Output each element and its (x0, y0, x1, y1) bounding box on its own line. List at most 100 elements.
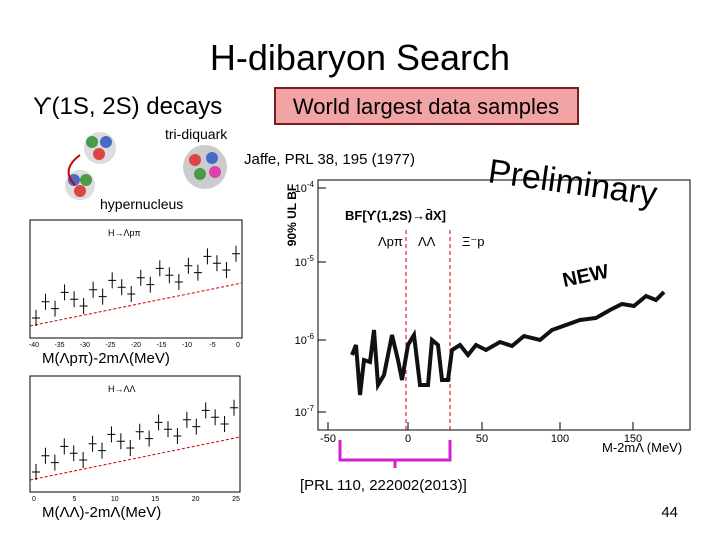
main-plot: Preliminary BF[ϒ(1,2S)→d̄X] NEW Λpπ ΛΛ Ξ… (285, 152, 691, 468)
data-point (222, 262, 231, 278)
highlight-box (274, 87, 579, 125)
x-tick-label: 0 (236, 342, 240, 349)
data-point (201, 402, 210, 419)
data-point (98, 442, 106, 459)
left-plot-label: H→ΛΛ (108, 384, 136, 394)
x-tick-label: 150 (624, 433, 642, 445)
data-point (155, 260, 164, 277)
x-tick-label: 25 (232, 496, 240, 503)
data-point (98, 288, 107, 305)
x-tick-label: 5 (72, 496, 76, 503)
x-tick-label: -35 (54, 342, 64, 349)
y-tick-label: 10-5 (295, 254, 315, 269)
data-point (108, 272, 117, 289)
data-point (184, 257, 193, 274)
x-tick-label: 10 (111, 496, 119, 503)
left-plot-frame (29, 219, 243, 339)
data-point (220, 416, 229, 432)
y-tick-label: 10-7 (295, 404, 315, 419)
data-point (60, 284, 69, 301)
x-tick-label: 0 (32, 496, 36, 503)
hypernucleus-label: hypernucleus (100, 196, 183, 212)
data-point (41, 293, 50, 310)
data-point (50, 454, 59, 471)
data-point (79, 452, 88, 468)
tick-base: 10 (295, 257, 307, 269)
data-point (117, 279, 126, 296)
data-point (32, 310, 40, 326)
data-point (136, 269, 145, 286)
data-point (232, 245, 240, 262)
channel-label: Λpπ (378, 234, 403, 249)
tick-base: 10 (295, 183, 307, 195)
data-point (145, 430, 154, 447)
x-axis-title: M-2mΛ (MeV) (602, 440, 682, 455)
data-point (193, 264, 202, 281)
jaffe-ref: Jaffe, PRL 38, 195 (1977) (244, 151, 415, 168)
data-point (154, 414, 163, 431)
data-point (135, 423, 144, 440)
x-tick-label: -15 (156, 342, 166, 349)
plot-label: BF[ϒ(1,2S)→d̄X] (345, 208, 446, 223)
channel-label: ΛΛ (418, 234, 436, 249)
data-point (165, 267, 174, 284)
data-point (70, 291, 79, 308)
reference: [PRL 110, 222002(2013)] (300, 477, 467, 494)
left-plot-frame (29, 375, 241, 493)
data-point (211, 409, 220, 426)
tri-diquark-label: tri-diquark (165, 126, 228, 142)
y-axis-title: 90% UL BF (285, 184, 299, 246)
tick-exp: -5 (307, 254, 315, 263)
x-tick-label: -30 (80, 342, 90, 349)
data-point (79, 298, 88, 314)
page-number: 44 (661, 504, 678, 521)
tick-base: 10 (295, 335, 307, 347)
x-tick-label: -20 (131, 342, 141, 349)
data-point (164, 421, 172, 438)
highlight-text: World largest data samples (293, 94, 559, 119)
x-tick-label: 0 (405, 433, 411, 445)
y-tick-label: 10-4 (295, 180, 315, 195)
tick-exp: -7 (307, 404, 315, 413)
left-plot-x-title: M(ΛΛ)-2mΛ(MeV) (42, 504, 161, 521)
tick-exp: -4 (307, 180, 315, 189)
data-point (192, 418, 201, 435)
channel-label: Ξ⁻p (462, 234, 485, 249)
data-point (88, 435, 97, 452)
plot-frame (317, 179, 691, 431)
bracket (338, 440, 452, 468)
left-plot-x-title: M(Λpπ)-2mΛ(MeV) (42, 350, 170, 367)
quark-diagram (65, 132, 227, 200)
data-point (230, 399, 238, 416)
x-tick-label: -25 (105, 342, 115, 349)
x-tick-label: 50 (476, 433, 488, 445)
data-point (173, 428, 182, 444)
x-tick-label: 20 (192, 496, 200, 503)
data-point (182, 411, 191, 428)
data-point (212, 255, 221, 272)
data-point (203, 248, 212, 265)
x-tick-label: -40 (29, 342, 39, 349)
y-tick-label: 10-6 (295, 332, 315, 347)
fit-line (29, 436, 241, 481)
tick-exp: -6 (307, 332, 315, 341)
x-tick-label: -10 (182, 342, 192, 349)
new-label: NEW (561, 261, 611, 292)
data-point (126, 440, 135, 456)
slide-title: H-dibaryon Search (210, 37, 510, 78)
x-tick-label: 100 (551, 433, 569, 445)
data-point (116, 433, 125, 450)
left-plot-label: H→Λpπ (108, 228, 141, 238)
data-point (60, 438, 69, 455)
x-tick-label: 15 (151, 496, 159, 503)
x-tick-label: -50 (320, 433, 336, 445)
data-point (174, 274, 183, 290)
data-point (32, 464, 40, 480)
stamp: Preliminary (486, 152, 660, 213)
subtitle: ϒ(1S, 2S) decays (33, 93, 222, 120)
data-point (107, 426, 116, 443)
tick-base: 10 (295, 407, 307, 419)
data-point (41, 447, 50, 464)
fit-line (29, 282, 243, 327)
data-point (89, 281, 98, 298)
